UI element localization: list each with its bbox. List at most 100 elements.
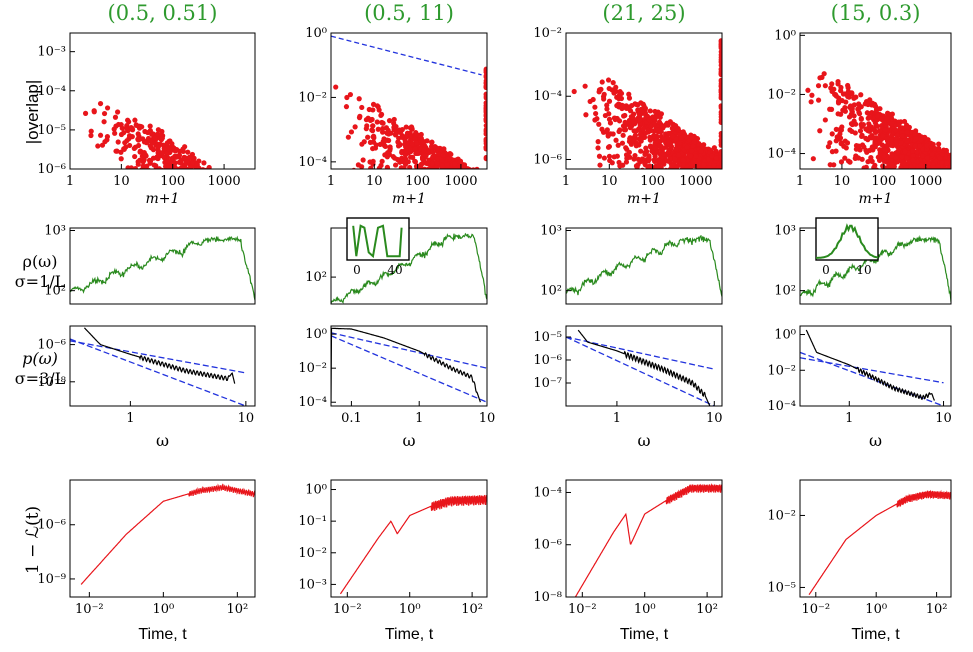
overlap-point [714,156,719,161]
overlap-point [943,175,948,180]
overlap-point [642,161,647,166]
overlap-point [634,141,639,146]
overlap-point [481,176,486,181]
overlap-point [251,178,256,183]
overlap-point [478,176,483,181]
overlap-point [251,178,256,183]
overlap-xtick-label: 1 [66,174,74,189]
overlap-point [250,178,255,183]
overlap-point [240,178,245,183]
overlap-point [646,117,651,122]
overlap-spike-point [719,63,724,68]
overlap-point [477,176,482,181]
overlap-point [249,178,254,183]
overlap-point [245,178,250,183]
overlap-point [392,173,397,178]
overlap-point [714,176,719,181]
overlap-point [246,178,251,183]
overlap-point [480,176,485,181]
overlap-point [251,178,256,183]
overlap-ytick-label: 10⁻³ [37,45,66,60]
overlap-point [375,103,380,108]
overlap-point [948,175,953,180]
overlap-point [429,161,434,166]
overlap-point [484,176,489,181]
overlap-point [719,176,724,181]
overlap-point [432,144,437,149]
overlap-point [404,148,409,153]
overlap-point [669,163,674,168]
overlap-point [241,178,246,183]
overlap-point [483,176,488,181]
overlap-point [438,176,443,181]
overlap-point [246,178,251,183]
overlap-point [648,108,653,113]
overlap-point [194,161,199,166]
overlap-point [599,127,604,132]
overlap-point [661,151,666,156]
spectrum-ytick-label: 10⁻² [298,361,327,376]
overlap-point [482,176,487,181]
overlap-point [816,98,821,103]
echo-frame [70,480,255,597]
overlap-point [136,178,141,183]
overlap-point [200,178,205,183]
overlap-point [386,176,391,181]
overlap-point [245,178,250,183]
overlap-point [480,176,485,181]
overlap-point [483,176,488,181]
overlap-point [193,178,198,183]
overlap-point [667,176,672,181]
row-labels: |overlap| ρ(ω) σ=1/L p(ω) σ=3/L 1 − ℒ(t) [15,80,66,574]
overlap-point [483,176,488,181]
overlap-point [479,176,484,181]
overlap-point [191,172,196,177]
overlap-point [678,136,683,141]
overlap-point [250,178,255,183]
overlap-point [671,169,676,174]
overlap-point [621,133,626,138]
overlap-point [243,178,248,183]
overlap-point [717,174,722,179]
overlap-point [482,176,487,181]
overlap-point [245,178,250,183]
overlap-point [717,176,722,181]
overlap-point [243,178,248,183]
overlap-point [191,178,196,183]
overlap-point [243,178,248,183]
overlap-point [481,176,486,181]
overlap-spike-point [719,115,724,120]
overlap-point [715,176,720,181]
overlap-spike-point [719,142,724,147]
overlap-point [438,176,443,181]
overlap-point [621,113,626,118]
overlap-point [380,159,385,164]
overlap-point [430,176,435,181]
overlap-point [370,117,375,122]
overlap-point [484,176,489,181]
overlap-point [477,176,482,181]
overlap-point [484,176,489,181]
overlap-point [903,175,908,180]
overlap-point [481,176,486,181]
overlap-point [185,178,190,183]
overlap-point [714,176,719,181]
overlap-point [186,173,191,178]
overlap-point [187,178,192,183]
overlap-ytick-label: 10⁻⁴ [533,89,562,104]
overlap-point [146,173,151,178]
overlap-point [241,178,246,183]
overlap-xtick-label: 1 [562,174,570,189]
overlap-point [484,176,489,181]
overlap-point [201,178,206,183]
overlap-point [248,178,253,183]
echo-row-label: 1 − ℒ(t) [23,506,43,574]
overlap-point [483,176,488,181]
overlap-point [113,124,118,129]
overlap-point [243,178,248,183]
overlap-point [437,176,442,181]
overlap-point [194,178,199,183]
overlap-point [190,172,195,177]
